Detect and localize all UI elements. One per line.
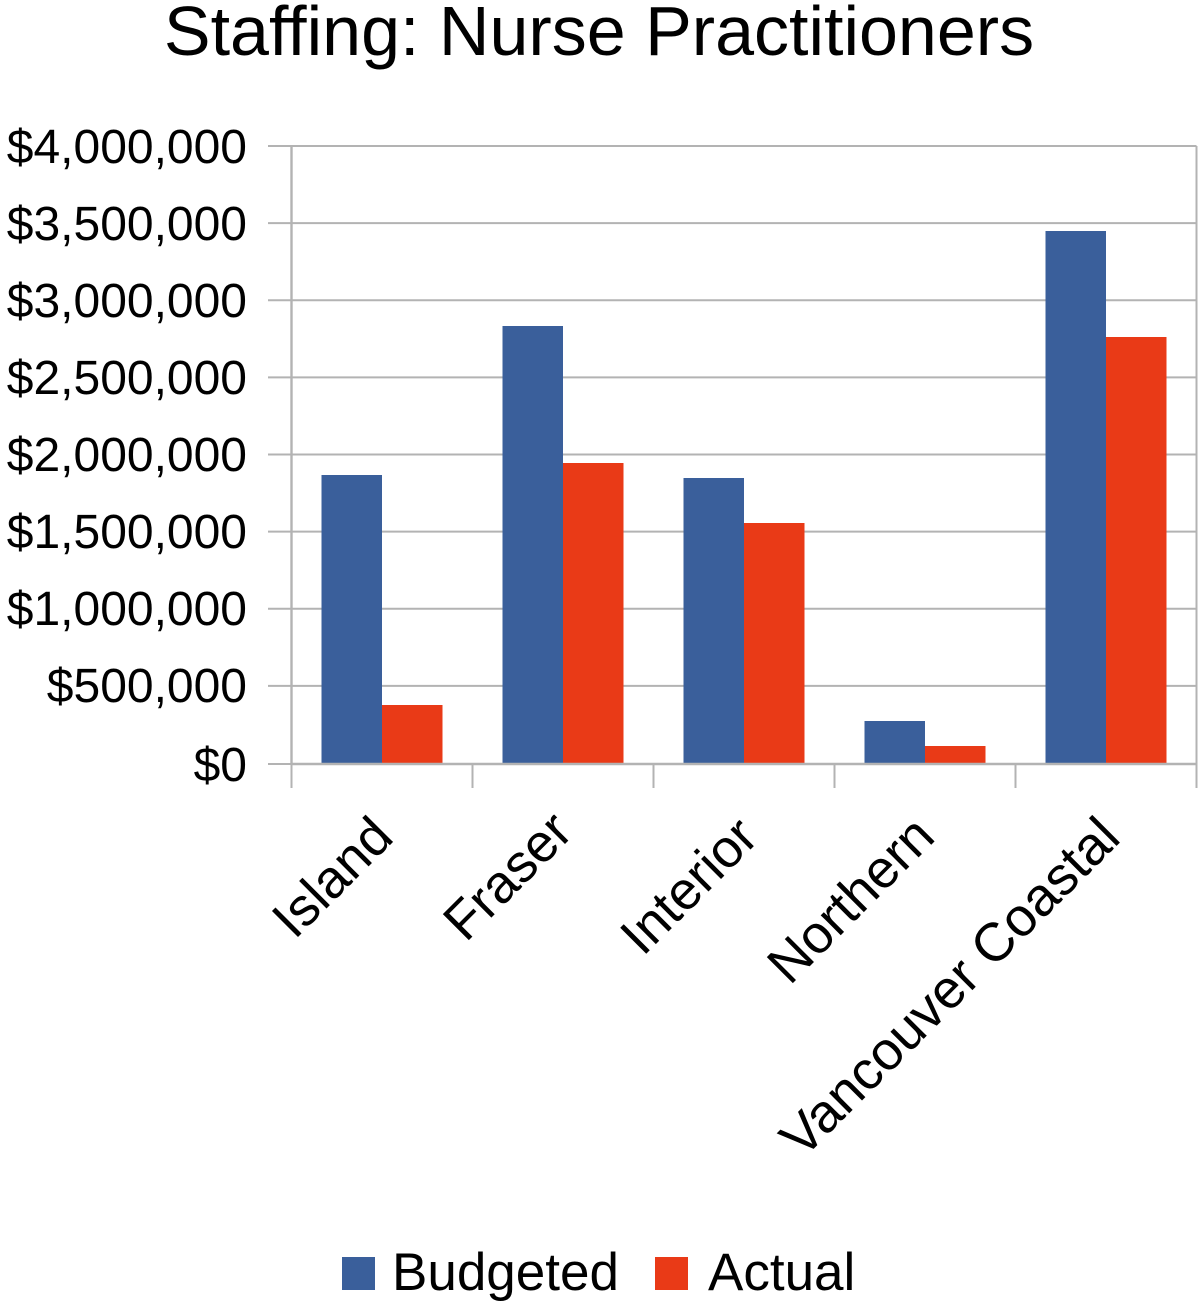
svg-text:$0: $0	[194, 739, 247, 792]
svg-text:$4,000,000: $4,000,000	[7, 121, 247, 174]
svg-text:Actual: Actual	[708, 1243, 855, 1302]
svg-text:Staffing: Nurse Practitioners: Staffing: Nurse Practitioners	[164, 0, 1034, 70]
svg-text:$1,500,000: $1,500,000	[7, 506, 247, 559]
svg-text:$3,000,000: $3,000,000	[7, 275, 247, 328]
svg-text:$1,000,000: $1,000,000	[7, 583, 247, 636]
svg-text:$2,000,000: $2,000,000	[7, 429, 247, 482]
svg-text:$500,000: $500,000	[47, 660, 247, 713]
svg-text:Budgeted: Budgeted	[392, 1243, 619, 1302]
svg-text:$3,500,000: $3,500,000	[7, 198, 247, 251]
svg-text:$2,500,000: $2,500,000	[7, 352, 247, 405]
